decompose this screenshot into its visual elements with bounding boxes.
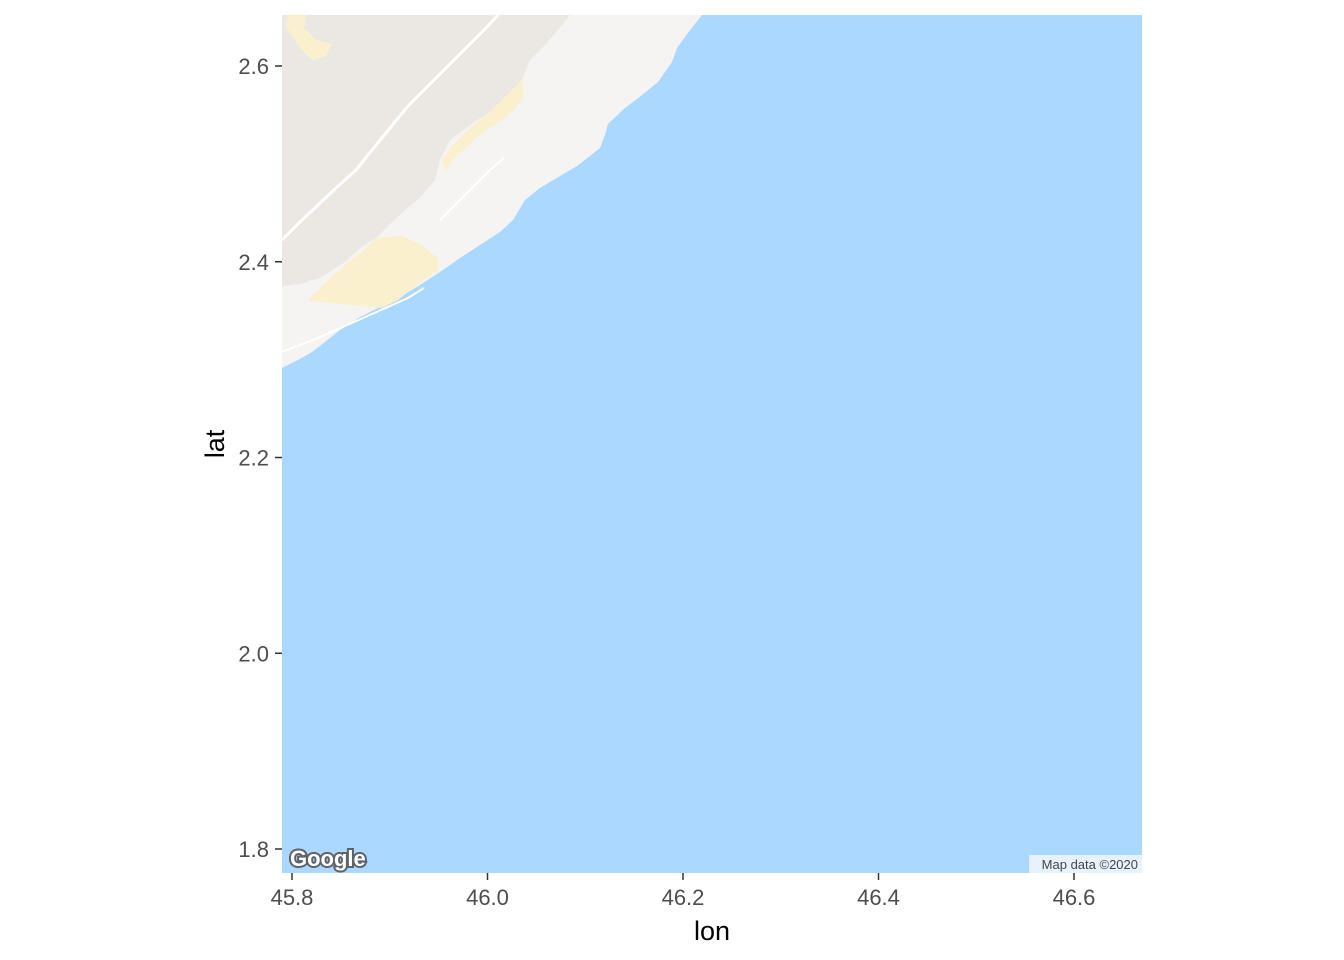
y-tick-label: 2.2 — [238, 446, 269, 471]
map-attribution[interactable]: Map data ©2020 — [1042, 857, 1138, 872]
road — [439, 157, 505, 221]
sand-patch — [308, 236, 438, 308]
attribution-box — [1029, 855, 1142, 873]
sand-patch — [286, 15, 332, 60]
road — [282, 287, 425, 353]
y-axis-title: lat — [200, 429, 230, 458]
x-tick-label: 46.0 — [466, 885, 509, 910]
x-tick-label: 46.6 — [1053, 885, 1096, 910]
terrain-area — [282, 15, 570, 286]
x-tick-label: 46.2 — [662, 885, 705, 910]
sand-patch — [442, 80, 524, 172]
map-panel[interactable]: Map data ©2020 Google — [282, 15, 1142, 873]
y-tick-label: 2.4 — [238, 250, 269, 275]
x-axis: 45.8 46.0 46.2 46.4 46.6 — [271, 873, 1096, 910]
x-axis-title: lon — [694, 916, 730, 946]
y-tick-label: 2.6 — [238, 54, 269, 79]
y-tick-label: 2.0 — [238, 641, 269, 666]
x-tick-label: 46.4 — [857, 885, 900, 910]
y-axis: 1.8 2.0 2.2 2.4 2.6 — [238, 54, 282, 862]
road — [282, 15, 500, 242]
y-tick-label: 1.8 — [238, 837, 269, 862]
google-logo[interactable]: Google — [288, 844, 368, 873]
x-tick-label: 45.8 — [271, 885, 314, 910]
